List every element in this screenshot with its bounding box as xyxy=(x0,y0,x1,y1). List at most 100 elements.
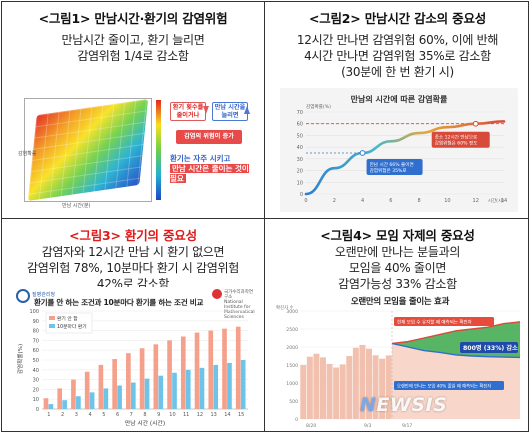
newsis-watermark: NEWSIS xyxy=(360,394,447,416)
panel-figure-3: <그림3> 환기의 중요성 감염자와 12시간 만남 시 환기 없으면 감염위험… xyxy=(2,219,264,433)
chart-3-x-tick: 4 xyxy=(88,412,91,418)
chart-4-history-bar xyxy=(366,348,372,419)
figure-2-line-chart: 만남의 시간에 따른 감염확률 0 10 20 30 40 50 60 70 0 2 4 6 8 10 12… xyxy=(280,88,518,212)
chart-3-x-tick: 10 xyxy=(169,412,175,418)
chart-3-bar-ventilation xyxy=(89,392,95,409)
chart-2-x-tick: 10 xyxy=(444,198,450,204)
chart-3-x-tick: 3 xyxy=(75,412,78,418)
chart-4-y-tick: 3000 xyxy=(286,309,298,315)
chart-4-x-tick: 9/17 xyxy=(402,423,412,429)
chart-4-history-bar xyxy=(379,358,386,419)
tag-risk-increase: 감염의 위험이 증가 xyxy=(176,130,242,144)
chart-3-bar-ventilation xyxy=(240,360,246,409)
chart-4-y-tick: 2500 xyxy=(286,327,298,333)
panel-4-line-2: 모임을 40% 줄이면 xyxy=(348,261,447,275)
chart-3-y-tick: 50 xyxy=(33,358,39,364)
panel-1-line-2: 감염위험 1/4로 감소함 xyxy=(77,49,189,63)
chart-4-history-bar xyxy=(372,355,379,419)
panel-figure-4: <그림4> 모임 자제의 중요성 오랜만에 만나는 분들과의 모임을 40% 줄… xyxy=(266,219,529,433)
chart-4-history-bar xyxy=(320,357,326,419)
chart-3-y-tick: 10 xyxy=(33,397,39,403)
kdca-logo-text: 질병관리청 xyxy=(32,292,56,298)
chart-4-line-reduced xyxy=(391,342,521,359)
chart-4-history-bar xyxy=(385,355,392,419)
panel-4-description: 오랜만에 만나는 분들과의 모임을 40% 줄이면 감염가능성 33% 감소함 xyxy=(270,244,525,292)
chart-4-label-reduced: 오랜만에 만나는 모임 40% 줄일 때 예측되는 확진자 xyxy=(397,383,491,390)
chart-3-y-tick: 60 xyxy=(33,348,39,354)
chart-3-x-tick: 12 xyxy=(197,412,203,418)
chart-3-bar-no-ventilation xyxy=(139,348,145,409)
chart-4-history-bar xyxy=(300,365,307,419)
vertical-divider xyxy=(264,2,265,432)
chart-2-point-12h xyxy=(472,120,479,127)
chart-4-annotation: 800명 (33%) 감소 효과 xyxy=(463,344,526,352)
chart-3-legend-label: 10분마다 환기 xyxy=(57,323,87,330)
chart-3-bar-ventilation xyxy=(199,367,205,409)
panel-2-title: <그림2> 만남시간 감소의 중요성 xyxy=(308,11,487,26)
chart-3-bar-no-ventilation xyxy=(98,364,104,409)
figure-1-surface-chart: 만남 시간(분) 감염확률 환기 횟수를 줄이거나 만남 시간을 늘리면 감염의… xyxy=(16,94,252,212)
chart-3-bar-ventilation xyxy=(130,382,136,409)
chart-4-history-bar xyxy=(352,347,359,419)
chart-2-series-line xyxy=(304,120,506,196)
chart-4-y-tick: 1500 xyxy=(286,363,298,369)
chart-2-x-tick: 6 xyxy=(389,198,392,204)
chart-2-x-tick: 2 xyxy=(333,198,336,204)
chart-2-svg: 0 10 20 30 40 50 60 70 0 2 4 6 8 10 12 14 감염확률(%) 시간(시) 만남… xyxy=(297,103,508,204)
panel-4-title: <그림4> 모임 자제의 중요성 xyxy=(320,228,475,243)
chart-4-history-bar xyxy=(306,356,313,419)
tag-longer-meeting: 만남 시간을 늘리면 xyxy=(212,102,248,121)
chart-2-y-tick: 30 xyxy=(297,157,303,163)
tag-recommendation-line-2-text: 만남 시간은 줄이는 것이 필요 xyxy=(170,164,249,183)
chart-3-y-tick: 40 xyxy=(33,368,39,374)
chart-2-y-tick: 0 xyxy=(300,192,303,198)
chart-3-bar-ventilation xyxy=(158,375,164,409)
chart-3-bar-no-ventilation xyxy=(235,326,241,409)
chart-4-title: 오랜만의 모임을 줄이는 효과 xyxy=(350,297,450,307)
chart-2-x-tick: 4 xyxy=(361,198,364,204)
chart-3-y-tick: 20 xyxy=(33,387,39,393)
chart-3-bar-ventilation xyxy=(172,372,177,409)
chart-3-bar-ventilation xyxy=(76,396,81,409)
chart-3-y-label: 감염확률(%) xyxy=(16,344,24,374)
chart-4-history-bar xyxy=(313,353,320,419)
chart-4-y-label: 확진자 수 xyxy=(276,304,294,311)
chart-3-y-tick: 70 xyxy=(33,338,39,344)
panel-3-description: 감염자와 12시간 만남 시 환기 없으면 감염위험 78%, 10분마다 환기… xyxy=(6,244,260,292)
chart-2-annotation-4h: 만남 시간 66% 줄이면 감염위험은 35%로 xyxy=(370,161,414,174)
chart-3-bar-no-ventilation xyxy=(208,330,214,409)
chart-3-x-tick: 11 xyxy=(183,412,189,418)
surface-z-axis-label: 감염확률 xyxy=(18,151,37,157)
chart-3-x-tick: 5 xyxy=(102,412,105,418)
nims-logo-text: 국가수리과학연구소 National Institute for Mathema… xyxy=(224,290,256,320)
chart-3-x-label: 만남 시간 (시간) xyxy=(125,419,165,427)
figure-3-bar-chart: 질병관리청 국가수리과학연구소 National Institute for M… xyxy=(12,287,256,429)
chart-3-bar-ventilation xyxy=(48,404,54,409)
chart-2-y-tick: 50 xyxy=(297,133,303,139)
tag-recommendation: 환기는 자주 시키고 만남 시간은 줄이는 것이 필요 xyxy=(170,154,250,184)
chart-3-title: 환기를 안 하는 조건과 10분마다 환기를 하는 조건 비교 xyxy=(34,298,204,307)
nims-logo-text-1: 국가수리과학연구소 xyxy=(224,290,253,300)
chart-4-label-box-reduced xyxy=(394,381,504,390)
chart-4-label-current: 현재 모임 수 유지할 때 예측되는 확진자 xyxy=(397,319,473,326)
chart-4-y-tick: 1000 xyxy=(286,381,298,387)
chart-3-legend-swatch xyxy=(49,316,55,320)
chart-2-x-tick: 12 xyxy=(473,198,479,204)
chart-3-x-tick: 9 xyxy=(157,412,160,418)
chart-3-y-tick: 0 xyxy=(36,407,39,413)
chart-2-y-tick: 20 xyxy=(297,169,303,175)
chart-3-bar-no-ventilation xyxy=(194,332,200,409)
panel-4-line-3: 감염가능성 33% 감소함 xyxy=(338,277,457,291)
watermark-n: N xyxy=(360,394,377,416)
panel-2-line-2: 4시간 만나면 감염위험 35%로 감소함 xyxy=(304,49,491,63)
chart-2-x-label: 시간(시) xyxy=(488,197,504,204)
panel-1-line-1: 만남시간 줄이고, 환기 늘리면 xyxy=(61,33,205,47)
chart-2-title: 만남의 시간에 따른 감염확률 xyxy=(350,95,448,104)
panel-figure-1: <그림1> 만남시간·환기의 감염위험 만남시간 줄이고, 환기 늘리면 감염위… xyxy=(2,2,264,216)
chart-2-annotation-12h: 종소 12시간 만남으로 감염위험은 60% 정도 xyxy=(435,134,478,147)
panel-2-line-1: 12시간 만나면 감염위험 60%, 이에 반해 xyxy=(296,33,499,47)
tag-less-ventilation: 환기 횟수를 줄이거나 xyxy=(170,102,206,121)
